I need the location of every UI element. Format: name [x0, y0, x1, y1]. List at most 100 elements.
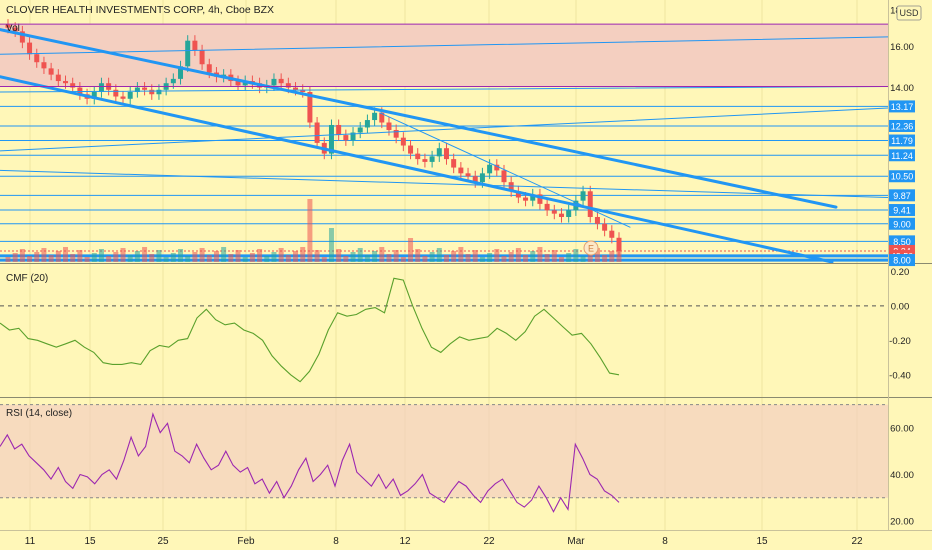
candle-body — [537, 194, 543, 204]
trendline — [0, 28, 838, 209]
price-label-text: 8.50 — [893, 237, 911, 247]
volume-bar — [142, 247, 148, 262]
volume-bar — [415, 249, 421, 262]
candle-body — [91, 92, 97, 99]
price-pane[interactable]: E Vol — [0, 19, 889, 264]
candle-body — [357, 127, 363, 133]
time-tick-label: 11 — [25, 536, 36, 547]
volume-bar — [451, 251, 457, 262]
volume-bar — [206, 255, 212, 262]
trendline — [0, 85, 889, 93]
volume-label: Vol — [6, 23, 20, 34]
currency-button-box — [896, 5, 922, 21]
candle-body — [393, 129, 399, 138]
candle-body — [149, 89, 155, 95]
earnings-marker[interactable]: E — [583, 240, 599, 256]
cmf-axis: 0.20 0.00 -0.20 -0.40 — [889, 267, 911, 381]
volume-bar — [429, 252, 435, 262]
volume-bar — [19, 249, 25, 262]
candle-body — [515, 191, 521, 198]
candle-body — [19, 31, 25, 43]
candle-body — [343, 135, 349, 141]
volume-bar — [293, 251, 299, 262]
candle-body — [48, 68, 54, 75]
candle-body — [178, 66, 184, 79]
volume-bar — [242, 257, 248, 262]
volume-bar — [393, 250, 399, 262]
volume-bar — [422, 256, 428, 262]
volume-bar — [357, 248, 363, 262]
cmf-tick-label: 0.20 — [891, 267, 910, 278]
volume-bar — [271, 252, 277, 262]
price-label-box — [889, 254, 915, 267]
volume-bar — [185, 256, 191, 262]
rsi-band — [0, 404, 888, 498]
candle-body — [156, 89, 162, 95]
volume-bar — [12, 253, 18, 262]
volume-bar — [27, 256, 33, 262]
rsi-pane[interactable]: RSI (14, close) 60.00 40.00 20.00 — [0, 404, 914, 528]
time-tick-label: 22 — [851, 536, 863, 547]
volume-bar — [257, 249, 263, 262]
volume-bar — [530, 251, 536, 262]
volume-bar — [127, 255, 133, 262]
volume-bar — [213, 251, 219, 262]
volume-bar — [364, 255, 370, 262]
cmf-pane[interactable]: CMF (20) 0.20 0.00 -0.20 -0.40 — [0, 267, 911, 383]
candle-body — [436, 148, 442, 157]
candle-body — [300, 89, 306, 93]
time-axis[interactable]: 11 15 25 Feb 8 12 22 Mar 8 15 22 — [25, 536, 863, 547]
volume-bar — [163, 257, 169, 262]
candle-body — [27, 42, 33, 55]
cmf-title: CMF (20) — [6, 273, 48, 284]
volume-bar — [400, 257, 406, 262]
candle-body — [523, 197, 529, 201]
cmf-tick-label: -0.20 — [889, 336, 911, 347]
candle-body — [336, 124, 342, 136]
candle-body — [242, 81, 248, 86]
volume-bar — [436, 248, 442, 262]
volume-bar — [70, 254, 76, 262]
volume-bar — [41, 248, 47, 262]
candle-body — [372, 112, 378, 121]
time-tick-label: 15 — [84, 536, 96, 547]
currency-button[interactable]: USD — [896, 5, 922, 21]
volume-bar — [443, 255, 449, 262]
rsi-line — [0, 412, 620, 513]
candle-body — [501, 170, 507, 183]
cmf-line — [0, 277, 620, 383]
price-label-box — [889, 204, 915, 217]
volume-bar — [113, 252, 119, 262]
price-label-text: 13.17 — [891, 102, 914, 112]
volume-bar — [314, 250, 320, 262]
candle-body — [451, 159, 457, 168]
volume-bar — [537, 247, 543, 262]
volume-bar — [343, 256, 349, 262]
candle-body — [558, 213, 564, 217]
candle-body — [508, 182, 514, 192]
candle-body — [142, 87, 148, 90]
volume-bar — [372, 251, 378, 262]
candlesticks — [5, 19, 622, 257]
volume-bar — [199, 248, 205, 262]
candle-body — [479, 173, 485, 183]
volume-bar — [84, 257, 90, 262]
candle-body — [77, 87, 83, 95]
volume-bar — [134, 251, 140, 262]
candle-body — [63, 81, 69, 84]
candle-body — [170, 78, 176, 84]
candle-body — [415, 153, 421, 160]
volume-bar — [580, 256, 586, 262]
volume-bars — [5, 199, 622, 262]
volume-bar — [192, 252, 198, 262]
volume-bar — [48, 255, 54, 262]
candle-body — [271, 78, 277, 86]
volume-bar — [178, 249, 184, 262]
time-tick-label: 8 — [333, 536, 339, 547]
cmf-tick-label: 0.00 — [891, 301, 910, 312]
rsi-title: RSI (14, close) — [6, 408, 72, 419]
volume-bar — [472, 250, 478, 262]
time-tick-label: Feb — [237, 536, 255, 547]
candle-body — [594, 216, 600, 224]
